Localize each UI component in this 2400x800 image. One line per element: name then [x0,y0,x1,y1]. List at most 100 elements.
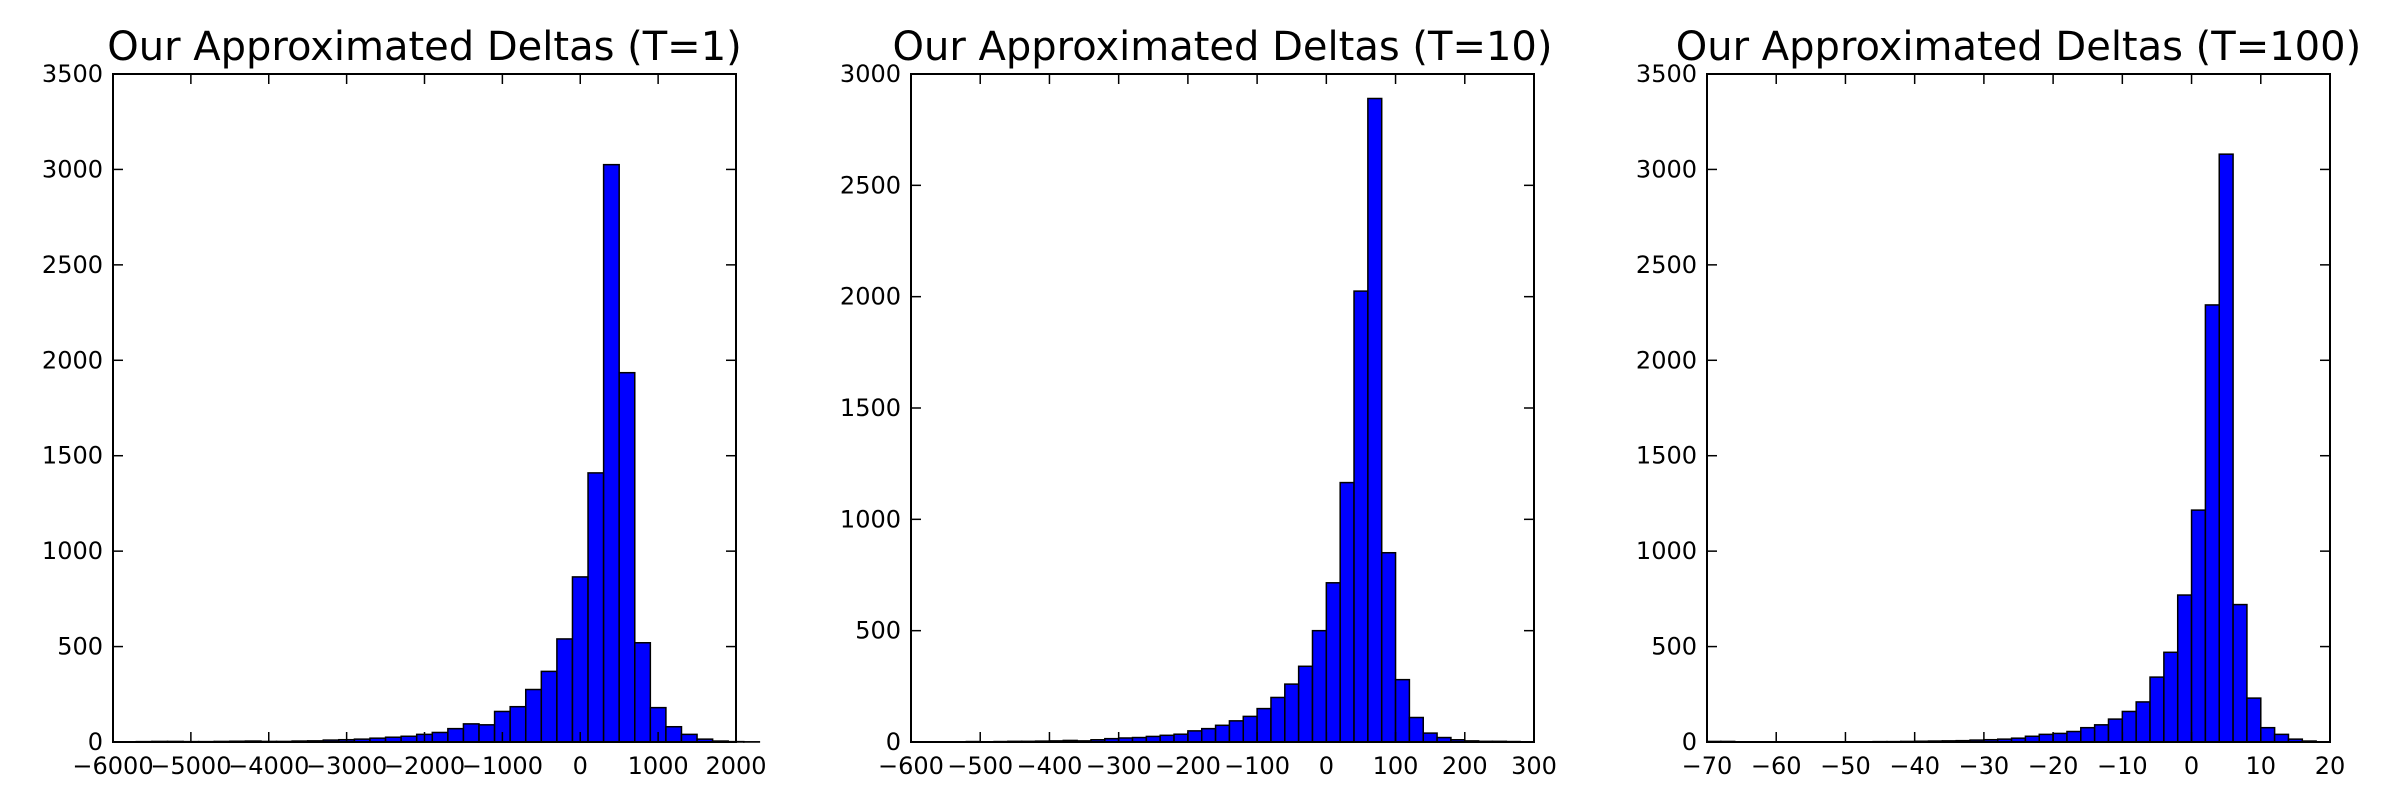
histogram-bar [665,725,683,743]
y-tick-label: 3500 [1636,60,1697,88]
histogram-bar [556,638,574,743]
x-tick-label: −50 [1820,752,1871,780]
x-tick-label: 20 [2315,752,2346,780]
y-tick-label: 3000 [1636,155,1697,183]
histogram-bar [1339,481,1355,743]
y-tick-label: 1500 [1636,442,1697,470]
histogram-bar [1380,551,1397,743]
x-tick-label: −200 [1155,752,1221,780]
x-tick-label: −60 [1751,752,1802,780]
x-tick-label: 0 [2184,752,2199,780]
plot-frame [1706,73,2331,743]
histogram-bar [2135,701,2151,743]
chart-title: Our Approximated Deltas (T=100) [1676,24,2361,70]
histogram-bar [462,723,480,743]
y-tick-label: 1500 [42,442,103,470]
x-tick-label: −1000 [462,752,543,780]
histogram-bar [509,705,527,743]
y-tick-label: 1500 [840,394,901,422]
y-tick-label: 500 [855,617,901,645]
histogram-bar [1200,727,1217,743]
histogram-bar [680,733,698,743]
x-tick-label: −40 [1889,752,1940,780]
histogram-bar [2121,710,2137,743]
histogram-bar [1297,665,1314,743]
x-tick-label: −5000 [150,752,231,780]
y-tick-label: 0 [886,728,901,756]
x-tick-label: 300 [1511,752,1557,780]
x-tick-label: −300 [1086,752,1152,780]
chart-title: Our Approximated Deltas (T=1) [107,24,742,70]
x-tick-label: 1000 [628,752,689,780]
y-tick-label: 2000 [42,346,103,374]
histogram-bar [1394,678,1411,743]
plot-frame [910,73,1535,743]
chart-title: Our Approximated Deltas (T=10) [893,24,1553,70]
histogram-bar [1214,724,1231,743]
x-tick-label: −100 [1224,752,1290,780]
histogram-bar [1353,290,1369,743]
histogram-bar [2080,726,2096,743]
x-tick-label: −30 [1959,752,2010,780]
histogram-bar [2273,733,2290,743]
y-tick-label: 500 [57,633,103,661]
histogram-bar [2066,730,2082,743]
y-tick-label: 0 [88,728,103,756]
histogram-bar [431,731,449,743]
x-tick-label: 2000 [705,752,766,780]
x-tick-label: −500 [947,752,1013,780]
histogram-bar [2093,724,2110,743]
histogram-bar [447,727,465,743]
x-tick-label: −20 [2028,752,2079,780]
histogram-bar [2176,594,2193,743]
y-tick-label: 0 [1682,728,1697,756]
histogram-bar [1408,716,1424,743]
histogram-bar [2107,718,2124,743]
y-tick-label: 2500 [840,171,901,199]
histogram-bar [2246,697,2262,743]
y-tick-label: 3000 [840,60,901,88]
histogram-bar [1284,683,1300,743]
x-tick-label: 0 [1319,752,1334,780]
histogram-bar [1187,730,1203,743]
x-tick-label: 0 [573,752,588,780]
histogram-panel-t10: Our Approximated Deltas (T=10) −600 −500 −4… [840,24,1557,780]
histogram-bar [2204,304,2220,743]
y-tick-label: 2500 [1636,251,1697,279]
histogram-bar [2038,733,2054,743]
histogram-bar [1325,582,1341,743]
x-tick-label: −70 [1682,752,1733,780]
histogram-bar [524,688,543,743]
x-tick-label: −10 [2097,752,2148,780]
histogram-bar [571,576,589,743]
x-tick-label: 100 [1373,752,1419,780]
x-tick-label: −600 [878,752,944,780]
y-tick-label: 500 [1651,633,1697,661]
x-tick-label: −6000 [72,752,153,780]
y-tick-label: 2000 [1636,346,1697,374]
histogram-panel-t100: Our Approximated Deltas (T=100) −70 −60 −50… [1636,24,2361,780]
histogram-bar [618,371,636,743]
x-tick-label: −400 [1016,752,1082,780]
histogram-bar [1256,707,1272,743]
histogram-bar [2163,651,2179,743]
histogram-bar [540,670,558,743]
y-tick-label: 3000 [42,155,103,183]
histogram-bar [1173,733,1189,743]
y-tick-label: 2500 [42,251,103,279]
histogram-panel-t1: Our Approximated Deltas (T=1)−6000−5000−… [42,24,767,780]
histogram-bar [1159,734,1175,743]
histogram-bar [1367,97,1383,743]
histogram-bar [1311,629,1328,743]
histogram-bar [602,163,620,743]
y-tick-label: 3500 [42,60,103,88]
histogram-bar [2218,153,2234,743]
histogram-bar [634,642,652,743]
x-tick-label: −4000 [228,752,309,780]
histogram-bar [2260,726,2276,743]
histogram-bar [478,724,496,743]
histogram-bar [2052,732,2068,743]
histogram-bar [2190,509,2207,743]
histogram-bar [2149,676,2165,743]
